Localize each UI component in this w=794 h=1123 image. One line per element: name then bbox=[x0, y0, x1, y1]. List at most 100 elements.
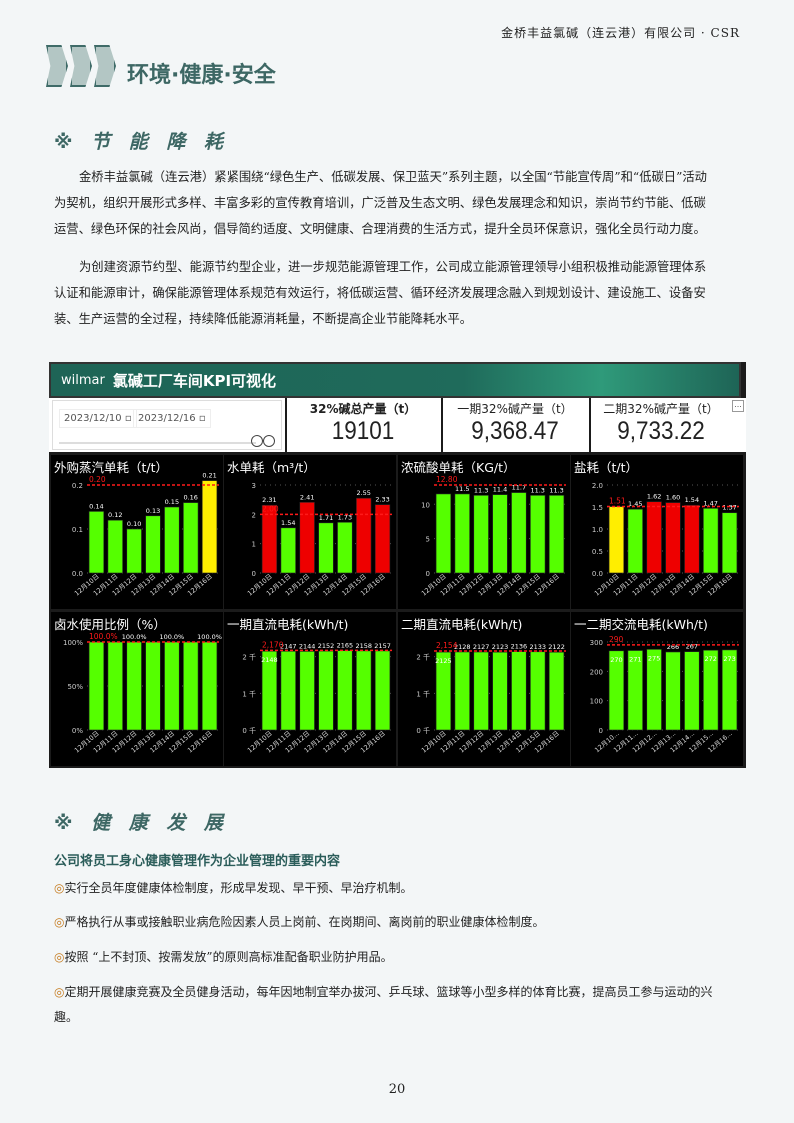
bar bbox=[337, 521, 353, 574]
bar bbox=[435, 493, 452, 574]
bar bbox=[454, 493, 470, 574]
bar bbox=[608, 506, 625, 574]
bar bbox=[454, 651, 470, 731]
bar bbox=[646, 501, 662, 574]
y-tick-label: 2 千 bbox=[416, 653, 430, 662]
y-tick-label: 50% bbox=[67, 683, 83, 691]
chart-4: 盐耗（t/t） 0.0 0.5 1.0 1.5 2.0 12月10日 1.45 12月11日 1.… bbox=[571, 455, 743, 609]
slider-start-handle[interactable] bbox=[251, 435, 263, 447]
data-label: 11.4 bbox=[493, 486, 507, 494]
health-heading: 公司将员工身心健康管理作为企业管理的重要内容 bbox=[54, 854, 341, 869]
date-slider[interactable] bbox=[59, 442, 256, 444]
bar bbox=[201, 480, 218, 574]
y-tick-label: 0.1 bbox=[72, 526, 83, 534]
bar bbox=[280, 527, 296, 574]
bar bbox=[703, 508, 719, 574]
chart-5: 卤水使用比例（%） 0% 50% 100% 12月10日 12月11日 100.0% 12月1… bbox=[51, 612, 223, 766]
dashboard-title: 氯碱工厂车间KPI可视化 bbox=[112, 371, 277, 390]
bar bbox=[318, 650, 334, 731]
bar bbox=[374, 650, 391, 731]
bar bbox=[299, 651, 315, 731]
bar bbox=[107, 641, 123, 731]
data-label: 2157 bbox=[374, 642, 391, 650]
chevron-icon bbox=[46, 45, 116, 87]
bar bbox=[473, 651, 489, 731]
data-label: 267 bbox=[686, 643, 698, 651]
section-title: 环境·健康·安全 bbox=[127, 63, 276, 88]
y-tick-label: 200 bbox=[590, 668, 603, 676]
slider-end-handle[interactable] bbox=[263, 435, 275, 447]
data-label: 270 bbox=[610, 656, 622, 664]
energy-title: ※ 节 能 降 耗 bbox=[54, 131, 229, 153]
data-label: 100.0% bbox=[159, 633, 184, 641]
kpi-phase2-output: 二期32%碱产量（t） 9,733.22 bbox=[589, 398, 731, 452]
y-tick-label: 1.5 bbox=[592, 504, 603, 512]
data-label: 11.3 bbox=[549, 486, 563, 494]
bar bbox=[684, 651, 700, 731]
bar bbox=[356, 650, 372, 731]
kpi-phase1-output: 一期32%碱产量（t） 9,368.47 bbox=[441, 398, 587, 452]
data-label: 11.3 bbox=[474, 486, 488, 494]
bar bbox=[530, 651, 546, 731]
bar bbox=[126, 641, 142, 731]
bar bbox=[627, 508, 643, 574]
bar bbox=[356, 497, 372, 574]
bar bbox=[721, 512, 738, 574]
more-options-button[interactable]: ... bbox=[732, 400, 744, 412]
data-label: 11.5 bbox=[455, 485, 469, 493]
target-label: 1.51 bbox=[609, 497, 626, 506]
end-date-input[interactable]: 2023/12/16 ▫ bbox=[133, 409, 211, 428]
health-item: ◎定期开展健康竞赛及全员健身活动，每年因地制宜举办拔河、乒乓球、篮球等小型多样的… bbox=[54, 985, 713, 1024]
bar bbox=[145, 515, 161, 574]
energy-paragraph-1: 金桥丰益氯碱（连云港）紧紧围绕“绿色生产、低碳发展、保卫蓝天”系列主题，以全国“… bbox=[54, 170, 707, 236]
bar bbox=[548, 651, 565, 731]
data-label: 1.60 bbox=[666, 494, 680, 502]
bar bbox=[511, 492, 527, 574]
health-item: ◎按照 “上不封顶、按需发放”的原则高标准配备职业防护用品。 bbox=[54, 950, 393, 964]
data-label: 2152 bbox=[318, 642, 335, 650]
date-range-filter: 2023/12/10 ▫ 2023/12/16 ▫ bbox=[52, 400, 282, 450]
data-label: 2.55 bbox=[356, 489, 370, 497]
data-label: 2147 bbox=[280, 642, 297, 650]
start-date-input[interactable]: 2023/12/10 ▫ bbox=[59, 409, 137, 428]
bar bbox=[374, 504, 391, 574]
chart-title: 浓硫酸单耗（KG/t） bbox=[401, 460, 516, 475]
bar bbox=[88, 641, 105, 731]
y-tick-label: 3 bbox=[252, 482, 256, 490]
data-label: 0.12 bbox=[108, 511, 122, 519]
data-label: 11.3 bbox=[530, 486, 544, 494]
data-label: 1.73 bbox=[338, 513, 352, 521]
chart-8: 一二期交流电耗(kWh/t) 0 100 200 300 270 12月10... 271 12… bbox=[571, 612, 743, 766]
target-label: 2,154 bbox=[436, 641, 458, 650]
chart-2: 水单耗（m³/t） 0 1 2 3 2.31 12月10日 1.54 12月11日 2.41 12月… bbox=[224, 455, 396, 609]
data-label: 2122 bbox=[548, 643, 565, 651]
bar bbox=[511, 651, 527, 731]
y-tick-label: 0.0 bbox=[592, 570, 603, 578]
chart-title: 一二期交流电耗(kWh/t) bbox=[574, 617, 708, 632]
chart-title: 卤水使用比例（%） bbox=[54, 617, 166, 632]
data-label: 1.54 bbox=[281, 519, 295, 527]
data-label: 0.13 bbox=[146, 507, 160, 515]
y-tick-label: 2 bbox=[252, 511, 256, 519]
health-item: ◎严格执行从事或接触职业病危险因素人员上岗前、在岗期间、离岗前的职业健康体检制度… bbox=[54, 915, 545, 929]
data-label: 1.54 bbox=[685, 496, 699, 504]
y-tick-label: 1 千 bbox=[242, 689, 256, 698]
chart-title: 盐耗（t/t） bbox=[574, 460, 639, 475]
bar bbox=[261, 504, 278, 574]
bar bbox=[183, 641, 199, 731]
data-label: 2.41 bbox=[300, 493, 314, 501]
y-tick-label: 0% bbox=[72, 727, 83, 735]
bar bbox=[164, 506, 180, 574]
data-label: 1.47 bbox=[703, 499, 717, 507]
y-tick-label: 2 千 bbox=[242, 653, 256, 662]
bar bbox=[665, 502, 681, 574]
bar bbox=[530, 495, 546, 574]
y-tick-label: 0 bbox=[252, 570, 256, 578]
y-tick-label: 1 千 bbox=[416, 689, 430, 698]
data-label: 2.33 bbox=[375, 496, 389, 504]
chart-3: 浓硫酸单耗（KG/t） 0 5 10 12月10日 11.5 12月11日 11.3 12月12… bbox=[398, 455, 570, 609]
data-label: 2127 bbox=[473, 643, 490, 651]
chart-title: 外购蒸汽单耗（t/t） bbox=[54, 460, 169, 475]
y-tick-label: 5 bbox=[426, 536, 430, 544]
